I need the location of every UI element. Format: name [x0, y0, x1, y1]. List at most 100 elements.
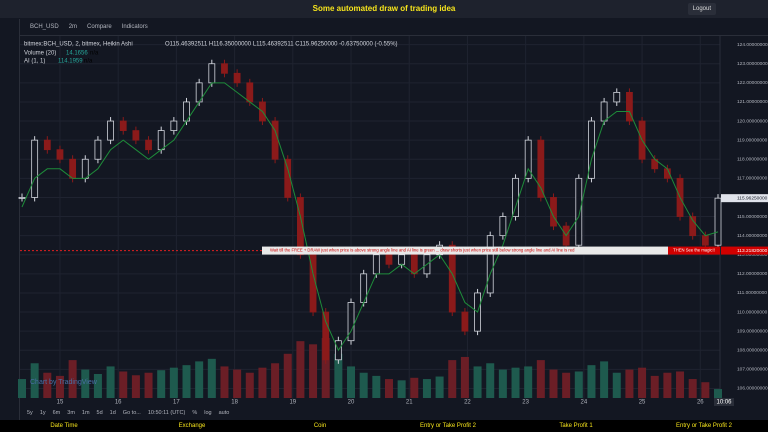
- bottom-bar: 5y 1y 6m 3m 1m 5d 1d Go to... 10:50:11 (UTC)% log…: [20, 406, 768, 420]
- bottom-pct[interactable]: %: [192, 410, 198, 416]
- range-button[interactable]: 5d: [96, 410, 103, 416]
- volume-bar: [43, 372, 52, 398]
- footer-column: Take Profit 1: [559, 423, 593, 429]
- x-tick-label: 24: [581, 400, 588, 406]
- volume-bar: [524, 366, 533, 398]
- logout-button[interactable]: Logout: [687, 3, 716, 15]
- range-button[interactable]: 1d: [109, 410, 116, 416]
- y-tick-label: 107.00000000: [737, 367, 768, 373]
- volume-bar: [119, 371, 128, 398]
- candle-body: [714, 197, 722, 246]
- title: Some automated draw of trading idea: [312, 4, 456, 13]
- volume-bar: [245, 372, 254, 398]
- indicators[interactable]: Indicators: [121, 24, 148, 30]
- candle-body: [56, 149, 64, 160]
- left-toolbar: [0, 19, 20, 420]
- banner-end-text: THEN See the magic!!: [673, 248, 715, 253]
- range-button[interactable]: Go to...: [122, 410, 141, 416]
- candle-body: [43, 139, 51, 151]
- footer-column: Exchange: [178, 423, 206, 429]
- x-tick-label: 26: [697, 400, 704, 406]
- candle-body: [170, 120, 178, 131]
- candle-body: [132, 130, 140, 141]
- volume-bar: [384, 379, 393, 398]
- volume-bar: [536, 360, 545, 398]
- symbol[interactable]: BCH_USD: [30, 24, 59, 30]
- volume-bar: [498, 369, 507, 398]
- candle-body: [689, 216, 697, 237]
- range-button[interactable]: 1y: [39, 410, 46, 416]
- y-tick-label: 111.00000000: [737, 290, 767, 296]
- range-button[interactable]: 5y: [27, 410, 33, 416]
- candle-body: [512, 177, 519, 217]
- candle-body: [398, 254, 406, 265]
- candle-body: [246, 82, 254, 103]
- range-button[interactable]: 1m: [81, 410, 90, 416]
- y-tick-label: 112.00000000: [737, 271, 768, 277]
- volume-bar: [714, 389, 722, 398]
- bottom-time[interactable]: 10:50:11 (UTC): [147, 410, 186, 416]
- legend-ohlc: O115.46392511 H116.35000000 L115.4639251…: [165, 42, 398, 48]
- candle-body: [94, 139, 102, 160]
- candle-body: [701, 235, 709, 246]
- candle-body: [18, 197, 26, 199]
- volume-bar: [93, 374, 102, 398]
- candle-body: [410, 254, 418, 275]
- y-tick-label: 120.00000000: [737, 118, 768, 124]
- volume-bar: [410, 377, 419, 398]
- volume-bar: [233, 369, 242, 398]
- volume-bar: [701, 382, 710, 398]
- volume-bar: [486, 363, 495, 398]
- candle-body: [233, 72, 241, 84]
- volume-bar: [81, 369, 90, 398]
- volume-bar: [612, 372, 621, 398]
- candle-body: [81, 158, 89, 179]
- volume-bar: [549, 369, 558, 398]
- x-tick-label: 17: [173, 400, 180, 406]
- bottom-log[interactable]: log: [204, 410, 212, 416]
- bottom-auto[interactable]: auto: [218, 410, 230, 416]
- volume-bar: [55, 375, 64, 398]
- footer-column: Entry or Take Profit 2: [420, 423, 476, 429]
- candle-body: [296, 197, 304, 256]
- volume-bar: [18, 379, 26, 398]
- y-tick-label: 108.00000000: [737, 348, 768, 354]
- volume-bar: [574, 371, 583, 398]
- volume-bar: [688, 379, 697, 398]
- volume-bar: [650, 375, 659, 398]
- volume-bar: [347, 366, 356, 398]
- x-tick-label: 19: [289, 400, 296, 406]
- y-tick-label: 123.00000000: [737, 61, 768, 67]
- candle-body: [119, 120, 127, 131]
- candle-body: [372, 254, 380, 275]
- candle-body: [347, 302, 355, 342]
- candle-body: [550, 197, 557, 227]
- volume-bar: [638, 367, 647, 398]
- volume-bar: [182, 365, 191, 398]
- volume-bar: [587, 365, 596, 398]
- banner-bg: [262, 246, 668, 255]
- volume-bar: [30, 363, 39, 398]
- range-button[interactable]: 3m: [67, 410, 75, 416]
- volume-bar: [195, 361, 204, 398]
- legend-volume-value: 14.1656: [66, 51, 88, 57]
- volume-bar: [676, 371, 685, 398]
- volume-bar: [562, 372, 571, 398]
- compare[interactable]: Compare: [87, 24, 112, 30]
- y-tick-label: 117.00000000: [737, 176, 768, 182]
- banner-end-bg: [668, 246, 720, 255]
- candle-body: [575, 177, 583, 246]
- signal-price-label: 113.21820000: [737, 248, 768, 254]
- toolbar: BCH_USD 2m Compare Indicators: [20, 19, 768, 36]
- candle-body: [626, 91, 633, 122]
- candle-body: [107, 120, 114, 141]
- range-button[interactable]: 6m: [52, 410, 61, 416]
- volume-bar: [144, 372, 153, 398]
- volume-bar: [397, 380, 406, 398]
- candle-body: [322, 311, 330, 361]
- interval[interactable]: 2m: [68, 24, 78, 30]
- x-tick-label: 16: [115, 400, 122, 406]
- y-tick-label: 115.00000000: [737, 214, 768, 220]
- watermark: Chart by TradingView: [30, 379, 98, 386]
